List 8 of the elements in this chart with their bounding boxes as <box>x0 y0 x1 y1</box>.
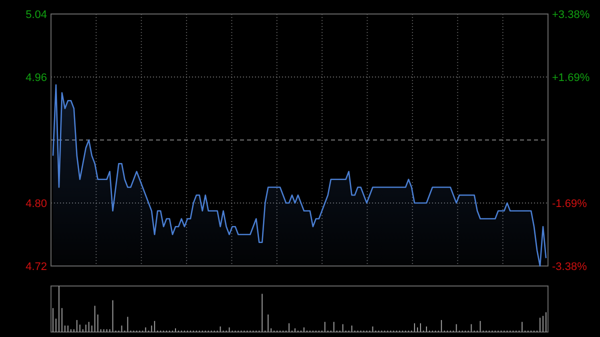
y2-tick-label: -1.69% <box>552 198 588 210</box>
y-tick-label: 4.80 <box>26 198 47 210</box>
y-tick-label: 4.96 <box>26 72 47 84</box>
y-tick-label: 4.72 <box>26 260 47 273</box>
y2-tick-label: +3.38% <box>552 8 590 21</box>
y2-tick-label: +1.69% <box>552 72 590 84</box>
y2-tick-label: -3.38% <box>552 260 588 273</box>
y-tick-label: 5.04 <box>26 8 47 21</box>
